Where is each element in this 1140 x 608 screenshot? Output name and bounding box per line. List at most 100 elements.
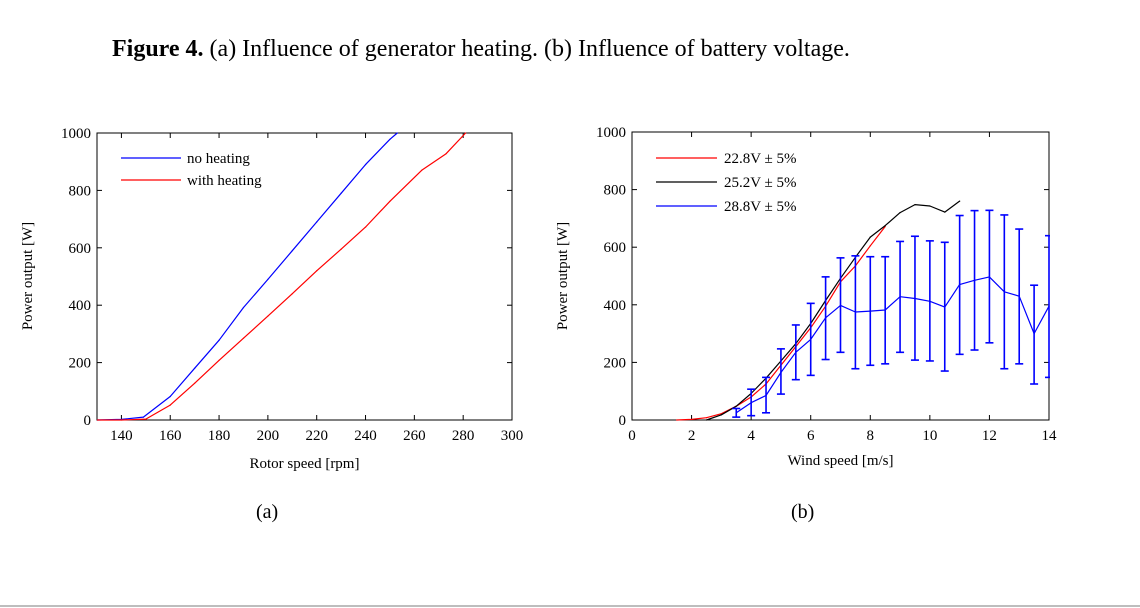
legend-label: 22.8V ± 5%	[724, 151, 797, 167]
y-axis-label: Power output [W]	[555, 222, 571, 330]
legend-label: 28.8V ± 5%	[724, 199, 797, 215]
data-point	[316, 221, 318, 223]
y-tick-label: 800	[69, 183, 92, 199]
data-point	[884, 225, 886, 227]
data-point	[218, 339, 220, 341]
x-tick-label: 2	[688, 428, 696, 444]
data-point	[869, 310, 871, 312]
data-point	[218, 359, 220, 361]
x-tick-label: 10	[922, 428, 937, 444]
series-2	[732, 209, 1050, 418]
y-tick-label: 0	[619, 413, 627, 429]
data-point	[1003, 291, 1005, 293]
data-point	[854, 311, 856, 313]
data-point	[120, 419, 123, 421]
series-line	[735, 276, 1050, 414]
data-point	[1048, 305, 1050, 307]
data-point	[340, 248, 342, 250]
y-tick-label: 800	[604, 183, 627, 199]
data-point	[142, 416, 144, 418]
y-tick-label: 0	[84, 413, 92, 429]
data-point	[1033, 333, 1035, 335]
data-point	[959, 284, 961, 286]
data-point	[267, 278, 269, 280]
x-tick-label: 12	[982, 428, 997, 444]
x-tick-label: 260	[403, 428, 426, 444]
data-point	[839, 304, 842, 306]
y-tick-label: 600	[69, 241, 92, 257]
data-point	[780, 371, 782, 374]
series-line	[706, 200, 960, 421]
x-tick-label: 6	[807, 428, 815, 444]
data-point	[825, 317, 827, 319]
data-point	[914, 297, 916, 300]
data-point	[929, 205, 931, 207]
page-bottom-rule	[0, 605, 1140, 607]
data-point	[145, 418, 147, 420]
data-point	[242, 337, 245, 339]
data-point	[291, 293, 293, 295]
data-point	[194, 382, 196, 384]
series-line	[97, 132, 467, 421]
data-point	[676, 419, 678, 421]
series-1	[705, 200, 961, 421]
legend-label: 25.2V ± 5%	[724, 175, 797, 191]
caption-text: (a) Influence of generator heating. (b) …	[203, 36, 850, 62]
x-tick-label: 0	[628, 428, 636, 444]
data-point	[465, 132, 467, 134]
data-point	[389, 200, 391, 202]
series-line	[97, 132, 398, 421]
data-point	[364, 226, 367, 228]
series-1	[97, 132, 467, 421]
data-point	[445, 153, 447, 155]
x-tick-label: 180	[208, 428, 231, 444]
data-point	[959, 200, 961, 202]
x-tick-label: 200	[257, 428, 280, 444]
data-point	[267, 315, 269, 317]
data-point	[169, 404, 171, 406]
y-tick-label: 1000	[596, 125, 626, 141]
subfigure-label-a: (a)	[256, 501, 279, 523]
data-point	[1018, 295, 1020, 297]
legend-label: with heating	[187, 173, 262, 189]
data-point	[389, 138, 391, 140]
data-point	[705, 417, 708, 419]
y-tick-label: 600	[604, 240, 627, 256]
data-point	[944, 211, 946, 213]
y-tick-label: 200	[69, 356, 92, 372]
x-tick-label: 140	[110, 428, 133, 444]
data-point	[690, 418, 693, 421]
data-point	[899, 296, 901, 298]
x-axis-label: Wind speed [m/s]	[787, 453, 893, 469]
y-tick-label: 200	[604, 355, 627, 371]
legend-label: no heating	[187, 151, 250, 167]
data-point	[291, 250, 293, 252]
data-point	[810, 338, 812, 340]
series-0	[97, 132, 398, 421]
data-point	[340, 192, 342, 194]
data-point	[914, 203, 916, 206]
x-tick-label: 280	[452, 428, 475, 444]
data-point	[884, 309, 886, 311]
x-tick-label: 4	[747, 428, 755, 444]
caption-prefix: Figure 4.	[112, 36, 204, 62]
data-point	[765, 394, 767, 397]
data-point	[750, 402, 752, 404]
plot-frame	[96, 132, 513, 421]
data-point	[316, 270, 318, 272]
figure-caption: Figure 4. (a) Influence of generator hea…	[112, 36, 850, 63]
data-point	[97, 419, 98, 421]
data-point	[988, 276, 991, 278]
x-tick-label: 8	[867, 428, 875, 444]
data-point	[735, 405, 737, 407]
data-point	[899, 212, 901, 214]
y-tick-label: 400	[69, 298, 92, 314]
data-point	[973, 279, 976, 281]
x-tick-label: 240	[354, 428, 377, 444]
data-point	[929, 300, 931, 302]
data-point	[169, 395, 171, 398]
data-point	[705, 419, 708, 421]
data-point	[869, 245, 871, 247]
